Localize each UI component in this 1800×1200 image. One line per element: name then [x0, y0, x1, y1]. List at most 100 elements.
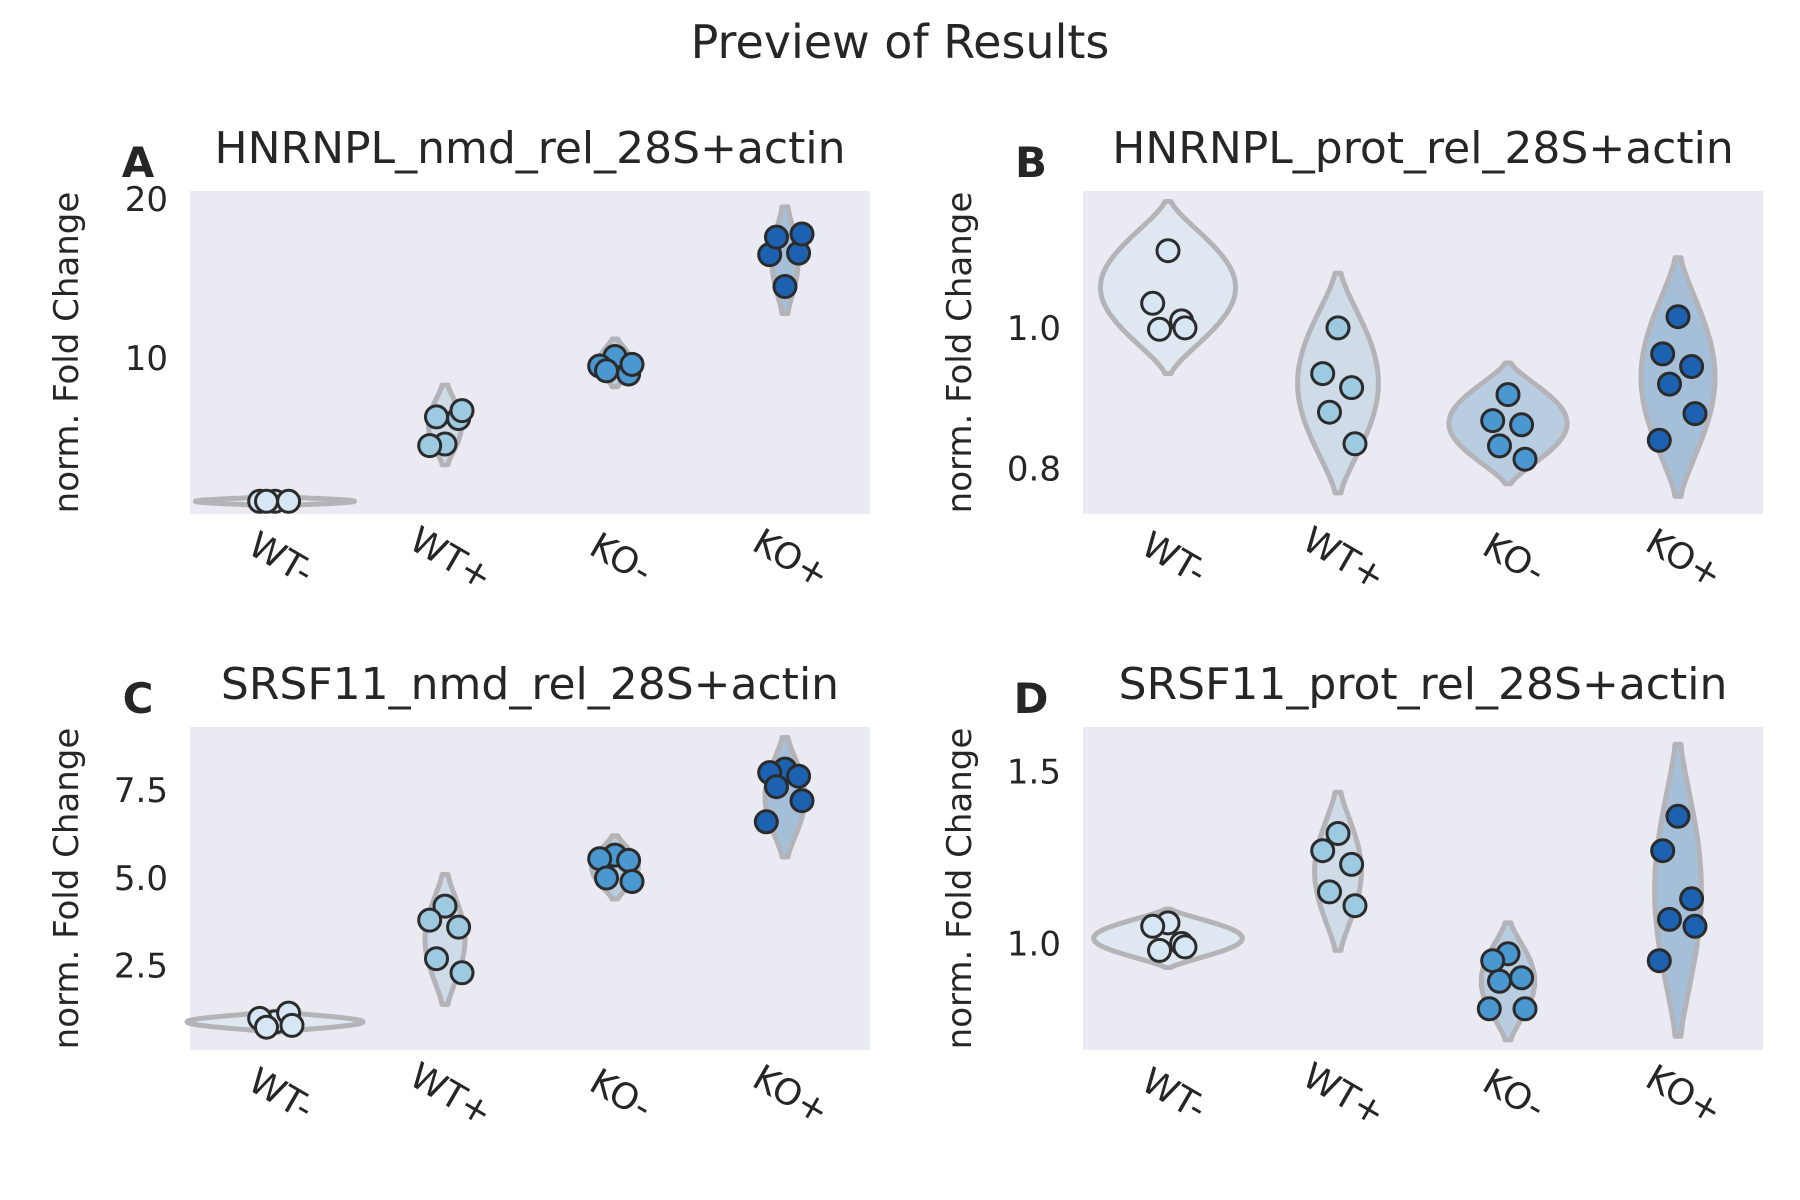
x-tick-label: KO+ — [746, 1057, 836, 1133]
x-tick-label: KO- — [583, 1061, 659, 1128]
data-point — [764, 224, 789, 250]
panel-title: HNRNPL_prot_rel_28S+actin — [1112, 123, 1733, 174]
x-tick-label: KO- — [1476, 525, 1552, 592]
x-tick-label: WT+ — [1296, 519, 1392, 598]
x-tick-label: WT+ — [403, 519, 499, 598]
panel-letter: A — [122, 138, 155, 187]
data-point — [1679, 354, 1705, 379]
data-point — [1342, 431, 1368, 457]
data-point — [1339, 851, 1365, 877]
y-tick-label: 20 — [125, 180, 168, 220]
data-point — [1646, 427, 1672, 453]
data-point — [1650, 838, 1676, 864]
y-tick-label: 5.0 — [114, 859, 168, 899]
data-point — [1476, 996, 1502, 1022]
data-point — [1650, 341, 1676, 367]
data-point — [1509, 412, 1535, 438]
data-point — [1679, 886, 1705, 912]
data-point — [1682, 401, 1708, 427]
data-point — [424, 946, 449, 972]
data-point — [417, 907, 443, 933]
plot-area — [190, 727, 870, 1050]
data-point — [616, 847, 642, 873]
data-point — [753, 809, 779, 835]
data-point — [254, 1014, 279, 1040]
data-point — [279, 1012, 305, 1038]
data-point — [1140, 290, 1166, 316]
y-tick-label: 0.8 — [1007, 449, 1061, 489]
data-point — [764, 774, 789, 800]
figure-title: Preview of Results — [691, 15, 1110, 69]
panel-title: SRSF11_prot_rel_28S+actin — [1119, 659, 1728, 710]
data-point — [449, 398, 475, 424]
plot-area — [190, 191, 870, 514]
y-tick-label: 2.5 — [114, 947, 168, 987]
violin-0 — [1097, 199, 1239, 377]
y-tick-label: 7.5 — [114, 771, 168, 811]
data-point — [1317, 399, 1342, 425]
data-point — [1480, 948, 1506, 974]
x-tick-label: WT+ — [403, 1055, 499, 1134]
x-tick-label: WT+ — [1296, 1055, 1392, 1134]
panel-letter: D — [1014, 674, 1049, 723]
violin-2 — [1446, 360, 1570, 487]
panel-title: HNRNPL_nmd_rel_28S+actin — [215, 123, 846, 174]
data-point — [1342, 893, 1368, 919]
data-point — [1325, 821, 1351, 846]
data-point — [1480, 408, 1506, 434]
data-point — [594, 358, 619, 384]
y-axis-label: norm. Fold Change — [940, 192, 980, 514]
data-point — [1657, 906, 1682, 932]
x-tick-label: WT- — [1134, 1060, 1213, 1129]
data-point — [1682, 913, 1708, 939]
data-point — [619, 351, 645, 377]
data-point — [1310, 838, 1336, 864]
data-point — [1325, 315, 1351, 341]
data-point — [1147, 316, 1172, 342]
y-tick-label: 1.5 — [1007, 753, 1061, 793]
data-point — [1665, 304, 1691, 330]
data-point — [1155, 238, 1181, 264]
data-point — [619, 869, 645, 894]
y-tick-label: 10 — [125, 339, 168, 379]
data-point — [1140, 913, 1166, 939]
data-point — [594, 865, 619, 891]
panel-letter: B — [1015, 138, 1047, 187]
data-point — [1512, 996, 1538, 1022]
data-point — [772, 274, 798, 299]
data-point — [1495, 382, 1521, 408]
x-tick-label: KO+ — [1639, 1057, 1729, 1133]
data-point — [786, 763, 812, 789]
data-point — [1512, 446, 1538, 472]
y-tick-label: 1.0 — [1007, 309, 1061, 349]
y-axis-label: norm. Fold Change — [47, 192, 87, 514]
data-point — [1487, 433, 1512, 459]
data-point — [1172, 315, 1198, 341]
x-tick-label: KO+ — [746, 521, 836, 597]
data-point — [1147, 937, 1172, 963]
y-tick-label: 1.0 — [1007, 924, 1061, 964]
x-tick-label: WT- — [241, 524, 320, 593]
y-axis-label: norm. Fold Change — [47, 728, 87, 1050]
data-point — [1657, 371, 1682, 397]
panel-letter: C — [123, 674, 154, 723]
x-tick-label: KO+ — [1639, 521, 1729, 597]
panel-title: SRSF11_nmd_rel_28S+actin — [221, 659, 839, 710]
data-point — [1665, 803, 1691, 829]
data-point — [424, 404, 449, 430]
data-point — [276, 488, 302, 514]
data-point — [417, 433, 443, 459]
x-tick-label: KO- — [1476, 1061, 1552, 1128]
y-axis-label: norm. Fold Change — [940, 728, 980, 1050]
x-tick-label: WT- — [1134, 524, 1213, 593]
data-point — [432, 893, 458, 919]
data-point — [1172, 934, 1198, 960]
x-tick-label: WT- — [241, 1060, 320, 1129]
data-point — [449, 960, 475, 986]
